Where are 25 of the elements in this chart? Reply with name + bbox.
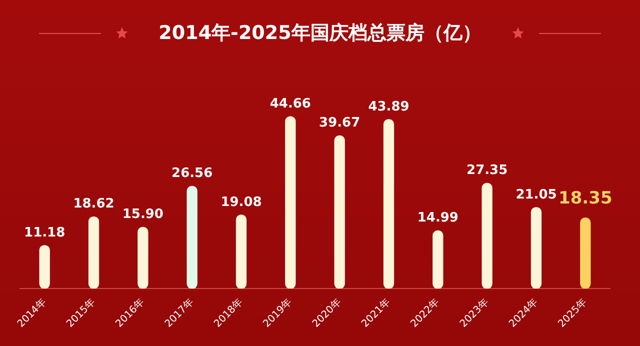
data-label: 27.35 bbox=[466, 163, 508, 178]
bar bbox=[334, 135, 345, 288]
chart-title: 2014年-2025年国庆档总票房（亿） bbox=[158, 21, 482, 46]
data-label: 43.89 bbox=[368, 99, 410, 114]
bar bbox=[88, 216, 100, 288]
data-label: 19.08 bbox=[220, 194, 262, 210]
bar bbox=[186, 186, 198, 288]
bar bbox=[482, 182, 492, 288]
bar bbox=[39, 245, 50, 288]
bar bbox=[236, 214, 247, 288]
data-label: 26.56 bbox=[172, 166, 213, 182]
data-label: 39.67 bbox=[319, 116, 360, 131]
bar bbox=[580, 217, 591, 288]
data-label: 18.62 bbox=[73, 196, 114, 212]
bar bbox=[530, 207, 542, 288]
data-label: 14.99 bbox=[417, 210, 458, 226]
bar bbox=[383, 119, 394, 288]
data-label: 11.18 bbox=[24, 225, 66, 240]
data-label: 21.05 bbox=[516, 187, 557, 202]
bar bbox=[285, 116, 296, 288]
data-label: 18.35 bbox=[558, 188, 612, 209]
data-label: 44.66 bbox=[270, 96, 311, 112]
data-label: 15.90 bbox=[122, 207, 164, 222]
bar bbox=[138, 226, 148, 288]
bar bbox=[432, 230, 444, 288]
